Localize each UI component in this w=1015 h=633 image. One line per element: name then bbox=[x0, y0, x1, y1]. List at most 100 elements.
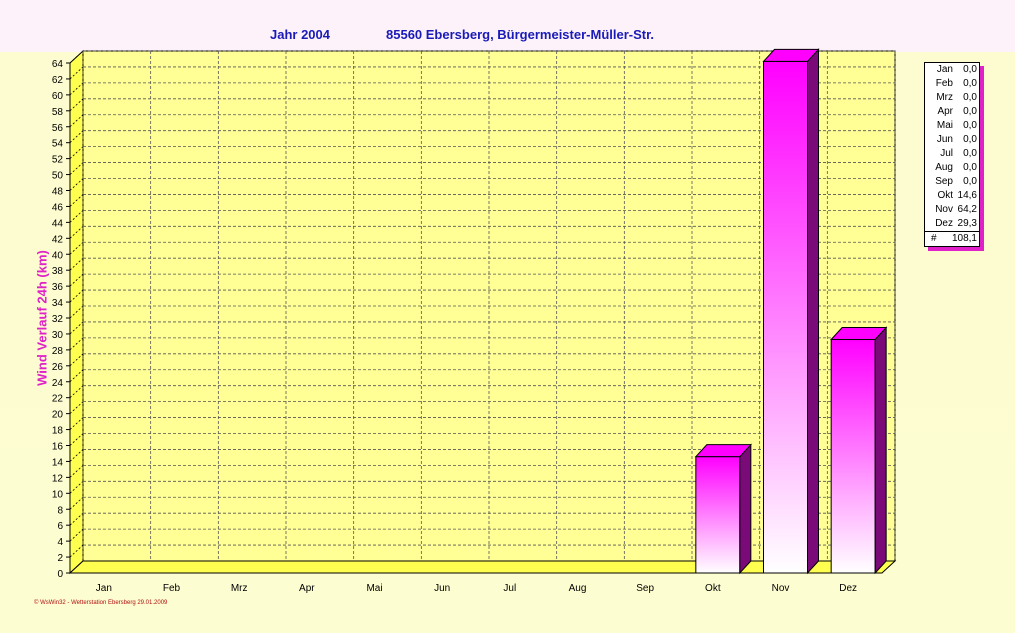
y-tick-label: 32 bbox=[52, 314, 64, 325]
grid-line-depth bbox=[69, 98, 84, 112]
legend-row: Sep 0,0 bbox=[925, 175, 979, 189]
grid-line-depth bbox=[69, 130, 84, 143]
legend-month: Mrz bbox=[936, 92, 953, 103]
grid-line-depth bbox=[69, 496, 84, 510]
grid-line-depth bbox=[69, 528, 84, 542]
grid-line-depth bbox=[69, 50, 84, 64]
legend-month: Nov bbox=[935, 204, 953, 215]
legend-month: Apr bbox=[937, 106, 953, 117]
x-tick-label: Dez bbox=[839, 583, 857, 594]
legend-value: 29,3 bbox=[957, 218, 977, 229]
legend-row: Dez 29,3 bbox=[925, 217, 979, 231]
footer-credit: © WsWin32 - Wetterstation Ebersberg 29.0… bbox=[34, 600, 168, 606]
x-tick-label: Nov bbox=[772, 583, 790, 594]
legend-value: 0,0 bbox=[963, 148, 977, 159]
x-tick-label: Jul bbox=[503, 583, 516, 594]
y-tick-label: 64 bbox=[52, 59, 64, 70]
y-tick-label: 40 bbox=[52, 250, 64, 261]
bar-top-okt bbox=[694, 444, 752, 458]
y-tick-label: 0 bbox=[57, 569, 63, 580]
legend-month: Jan bbox=[936, 64, 953, 75]
y-tick-label: 60 bbox=[52, 91, 64, 102]
legend-row: Okt 14,6 bbox=[925, 189, 979, 203]
legend-value: 0,0 bbox=[963, 120, 977, 131]
legend-row: Apr 0,0 bbox=[925, 105, 979, 119]
legend-row: Feb 0,0 bbox=[925, 77, 979, 91]
y-tick-label: 18 bbox=[52, 426, 64, 437]
grid-line-depth bbox=[69, 481, 84, 494]
y-axis-label: Wind Verlauf 24h (km) bbox=[34, 250, 50, 386]
grid-line-depth bbox=[69, 512, 84, 526]
grid-line-depth bbox=[69, 385, 84, 398]
bar-top-nov bbox=[762, 48, 820, 62]
y-tick-label: 58 bbox=[52, 107, 64, 118]
y-tick-label: 52 bbox=[52, 155, 64, 166]
value-legend: Jan 0,0 Feb 0,0 Mrz 0,0 Apr 0,0 Mai 0,0 Jun 0,0 Jul 0… bbox=[924, 62, 980, 247]
y-tick-label: 22 bbox=[52, 394, 64, 405]
y-tick-label: 34 bbox=[52, 298, 64, 309]
bar-front-nov bbox=[763, 60, 808, 574]
legend-row: Jul 0,0 bbox=[925, 147, 979, 161]
y-tick-label: 10 bbox=[52, 489, 64, 500]
legend-month: Mai bbox=[936, 120, 953, 131]
x-tick-label: Jan bbox=[96, 583, 112, 594]
grid-line-depth bbox=[69, 178, 84, 191]
chart-title-year: Jahr 2004 bbox=[270, 27, 330, 42]
y-tick-label: 44 bbox=[52, 218, 64, 229]
bar-front-okt bbox=[695, 456, 741, 574]
grid-line-depth bbox=[69, 321, 84, 335]
grid-line-depth bbox=[69, 417, 84, 430]
legend-value: 0,0 bbox=[963, 64, 977, 75]
legend-row: Aug 0,0 bbox=[925, 161, 979, 175]
plot-area: 0246810121416182022242628303234363840424… bbox=[52, 48, 897, 594]
legend-month: Okt bbox=[937, 190, 953, 201]
grid-line-depth bbox=[69, 337, 84, 351]
grid-line-depth bbox=[69, 162, 84, 175]
legend-month: Jul bbox=[940, 148, 953, 159]
y-tick-label: 6 bbox=[57, 521, 63, 532]
grid-line-depth bbox=[69, 114, 84, 128]
x-tick-label: Mai bbox=[366, 583, 382, 594]
legend-total-symbol: # bbox=[931, 233, 937, 244]
grid-line-depth bbox=[69, 194, 84, 207]
legend-row: Mrz 0,0 bbox=[925, 91, 979, 105]
y-tick-label: 46 bbox=[52, 202, 64, 213]
grid-line-depth bbox=[69, 66, 84, 80]
legend-value: 64,2 bbox=[957, 204, 977, 215]
y-tick-label: 62 bbox=[52, 75, 64, 86]
grid-line-depth bbox=[69, 226, 84, 239]
x-tick-label: Feb bbox=[163, 583, 181, 594]
y-tick-label: 28 bbox=[52, 346, 64, 357]
bar-front-dez bbox=[830, 339, 876, 574]
grid-line-depth bbox=[69, 289, 84, 303]
x-tick-label: Okt bbox=[705, 583, 721, 594]
grid-line-depth bbox=[69, 241, 84, 255]
y-tick-label: 38 bbox=[52, 266, 64, 277]
y-tick-label: 2 bbox=[57, 553, 63, 564]
y-tick-label: 4 bbox=[57, 537, 63, 548]
legend-value: 0,0 bbox=[963, 176, 977, 187]
x-tick-label: Sep bbox=[636, 583, 654, 594]
y-tick-label: 14 bbox=[52, 457, 64, 468]
bar-side-dez bbox=[874, 326, 887, 575]
grid-line-depth bbox=[69, 146, 84, 159]
bar-top-dez bbox=[830, 327, 888, 341]
legend-month: Sep bbox=[935, 176, 953, 187]
legend-month: Aug bbox=[935, 162, 953, 173]
grid-line-depth bbox=[69, 82, 84, 96]
legend-total-row: # 108,1 bbox=[925, 231, 979, 246]
grid-line-depth bbox=[69, 465, 84, 478]
legend-value: 0,0 bbox=[963, 106, 977, 117]
legend-row: Nov 64,2 bbox=[925, 203, 979, 217]
y-tick-label: 24 bbox=[52, 378, 64, 389]
y-tick-label: 16 bbox=[52, 442, 64, 453]
legend-month: Jun bbox=[936, 134, 953, 145]
legend-row: Jan 0,0 bbox=[925, 63, 979, 77]
x-tick-label: Aug bbox=[569, 583, 587, 594]
legend-month: Dez bbox=[935, 218, 953, 229]
legend-row: Mai 0,0 bbox=[925, 119, 979, 133]
legend-value: 0,0 bbox=[963, 134, 977, 145]
legend-total-value: 108,1 bbox=[951, 233, 977, 244]
legend-value: 0,0 bbox=[963, 162, 977, 173]
